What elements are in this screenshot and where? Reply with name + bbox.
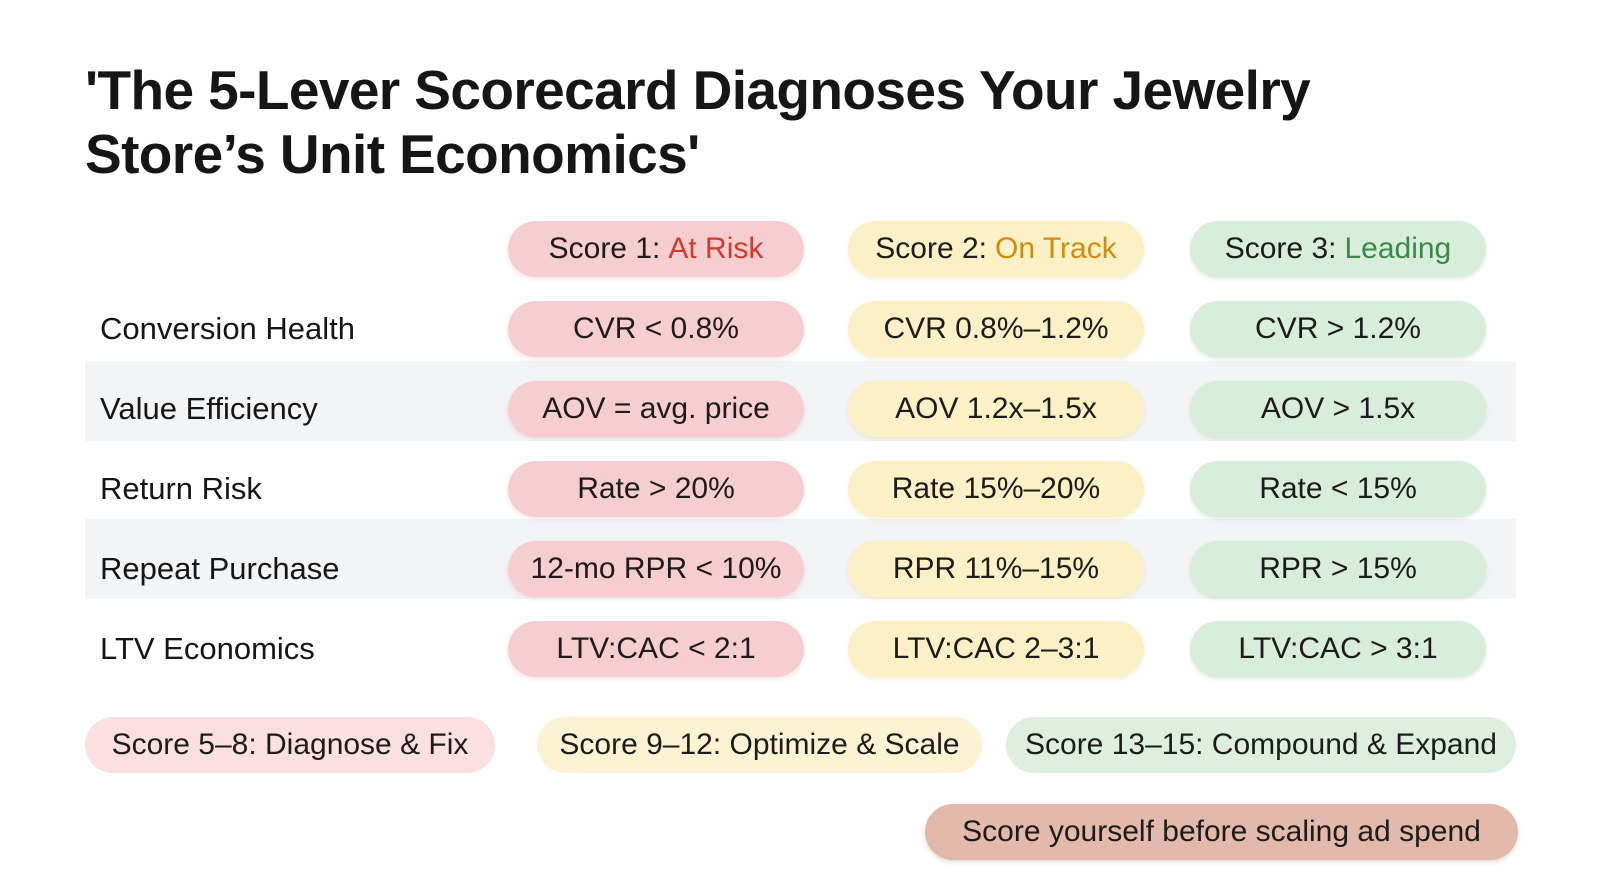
cell-conversion-leading: CVR > 1.2%: [1190, 301, 1486, 357]
cell-conversion-on-track: CVR 0.8%–1.2%: [848, 301, 1144, 357]
score-3-prefix: Score 3:: [1224, 232, 1337, 265]
score-1-prefix: Score 1:: [548, 232, 661, 265]
lever-repeat-purchase: Repeat Purchase: [100, 551, 340, 586]
cell-return-at-risk: Rate > 20%: [508, 461, 804, 517]
page-title: 'The 5-Lever Scorecard Diagnoses Your Je…: [85, 59, 1311, 185]
score-1-status: At Risk: [668, 232, 764, 265]
score-2-status: On Track: [995, 232, 1117, 265]
cell-return-leading: Rate < 15%: [1190, 461, 1486, 517]
cell-repeat-at-risk: 12-mo RPR < 10%: [508, 541, 804, 597]
lever-value-efficiency: Value Efficiency: [100, 391, 318, 426]
cell-ltv-on-track: LTV:CAC 2–3:1: [848, 621, 1144, 677]
score-band-compound: Score 13–15: Compound & Expand: [1006, 717, 1516, 773]
cell-repeat-leading: RPR > 15%: [1190, 541, 1486, 597]
cell-value-leading: AOV > 1.5x: [1190, 381, 1486, 437]
lever-ltv-economics: LTV Economics: [100, 631, 315, 666]
cta-badge: Score yourself before scaling ad spend: [925, 804, 1518, 860]
cell-return-on-track: Rate 15%–20%: [848, 461, 1144, 517]
lever-conversion-health: Conversion Health: [100, 311, 356, 346]
cell-ltv-leading: LTV:CAC > 3:1: [1190, 621, 1486, 677]
score-3-header: Score 3: Leading: [1190, 221, 1486, 277]
cell-conversion-at-risk: CVR < 0.8%: [508, 301, 804, 357]
score-band-optimize: Score 9–12: Optimize & Scale: [537, 717, 982, 773]
score-3-status: Leading: [1344, 232, 1452, 265]
lever-return-risk: Return Risk: [100, 471, 262, 506]
cell-value-at-risk: AOV = avg. price: [508, 381, 804, 437]
cell-ltv-at-risk: LTV:CAC < 2:1: [508, 621, 804, 677]
cell-value-on-track: AOV 1.2x–1.5x: [848, 381, 1144, 437]
score-band-diagnose: Score 5–8: Diagnose & Fix: [85, 717, 495, 773]
score-2-prefix: Score 2:: [875, 232, 988, 265]
score-1-header: Score 1: At Risk: [508, 221, 804, 277]
score-2-header: Score 2: On Track: [848, 221, 1144, 277]
cell-repeat-on-track: RPR 11%–15%: [848, 541, 1144, 597]
